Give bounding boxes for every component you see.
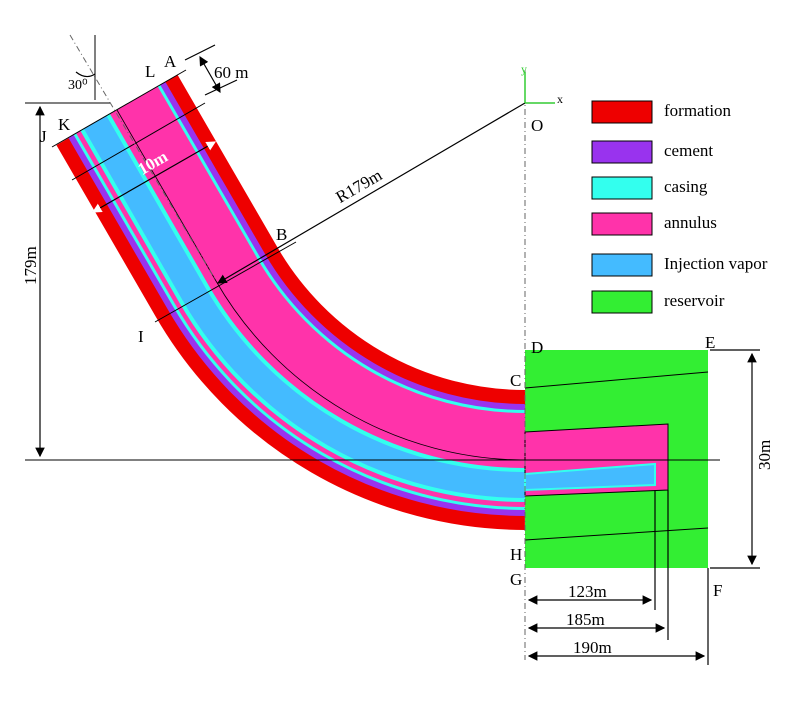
point-label: K bbox=[58, 115, 71, 134]
point-label: H bbox=[510, 545, 522, 564]
dim-label: 179m bbox=[21, 246, 40, 285]
dim-label: 190m bbox=[573, 638, 612, 657]
legend-swatch bbox=[591, 100, 653, 124]
point-label: J bbox=[40, 127, 47, 146]
point-label: F bbox=[713, 581, 722, 600]
point-label: C bbox=[510, 371, 521, 390]
legend-label: Injection vapor bbox=[664, 254, 768, 273]
legend-label: cement bbox=[664, 141, 713, 160]
tubing-extension bbox=[524, 462, 656, 492]
ext-line bbox=[184, 44, 216, 61]
point-label: L bbox=[145, 62, 155, 81]
legend-label: casing bbox=[664, 177, 708, 196]
legend: formation cement casing annulus Injection va… bbox=[591, 100, 768, 314]
well bbox=[56, 74, 527, 530]
angle-arc bbox=[75, 71, 96, 78]
point-label: I bbox=[138, 327, 144, 346]
axis-label: x bbox=[557, 92, 563, 106]
dim-60 bbox=[199, 55, 221, 94]
legend-swatch bbox=[591, 212, 653, 236]
point-label: D bbox=[531, 338, 543, 357]
legend-swatch bbox=[591, 253, 653, 277]
point-label: B bbox=[276, 225, 287, 244]
dim-label: 60 m bbox=[214, 63, 248, 82]
point-label: A bbox=[164, 52, 177, 71]
legend-swatch bbox=[591, 290, 653, 314]
point-label: E bbox=[705, 333, 715, 352]
legend-swatch bbox=[591, 176, 653, 200]
dim-10 bbox=[91, 141, 217, 213]
legend-label: formation bbox=[664, 101, 732, 120]
dim-label: 30m bbox=[755, 440, 774, 470]
axis-label: y bbox=[521, 62, 527, 76]
radius-arrow bbox=[216, 102, 526, 284]
section-line bbox=[51, 69, 187, 148]
legend-swatch bbox=[591, 140, 653, 164]
legend-label: annulus bbox=[664, 213, 717, 232]
legend-label: reservoir bbox=[664, 291, 725, 310]
dim-label: 30⁰ bbox=[68, 78, 88, 93]
point-label: O bbox=[531, 116, 543, 135]
point-label: G bbox=[510, 570, 522, 589]
ext-line bbox=[204, 79, 238, 96]
dim-label: 185m bbox=[566, 610, 605, 629]
layer-line bbox=[524, 527, 709, 541]
layer-line bbox=[524, 371, 709, 389]
dim-label: 123m bbox=[568, 582, 607, 601]
well-layer bbox=[83, 115, 526, 498]
